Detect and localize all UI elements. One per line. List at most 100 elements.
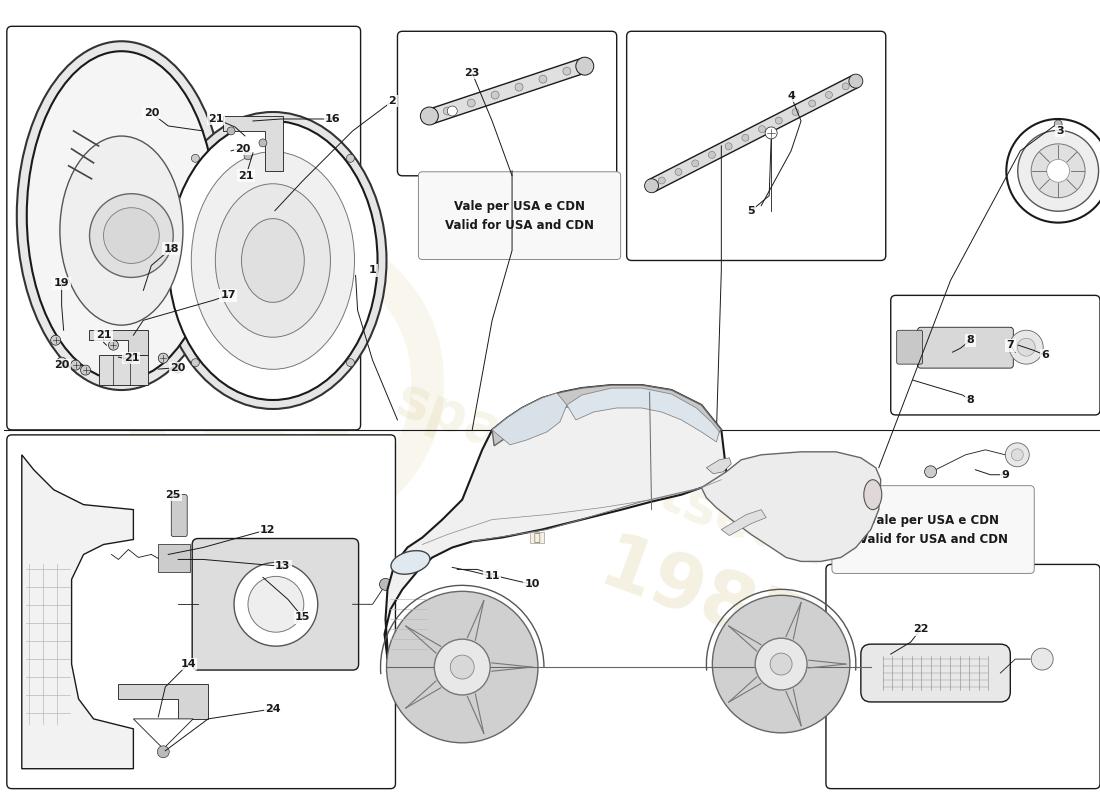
Text: 22: 22 [913,624,928,634]
FancyBboxPatch shape [172,494,187,537]
FancyBboxPatch shape [896,330,923,364]
Circle shape [448,106,458,116]
FancyBboxPatch shape [397,31,617,176]
Circle shape [173,363,184,373]
Text: 5: 5 [747,206,755,216]
Circle shape [692,160,698,167]
Circle shape [468,99,475,107]
Polygon shape [492,385,722,446]
Ellipse shape [191,152,354,370]
Circle shape [57,357,67,367]
Polygon shape [88,330,148,355]
Circle shape [776,117,782,124]
Circle shape [675,169,682,175]
Circle shape [1047,159,1069,182]
Circle shape [741,134,749,142]
Circle shape [825,91,833,98]
Circle shape [346,358,354,366]
Text: 4: 4 [788,91,795,101]
Text: ©: © [60,205,505,635]
Text: 19: 19 [54,278,69,289]
Circle shape [1031,648,1053,670]
Circle shape [158,353,168,363]
FancyBboxPatch shape [891,295,1100,415]
Circle shape [843,83,849,90]
Text: 16: 16 [324,114,341,124]
Circle shape [109,340,119,350]
Text: 8: 8 [967,335,975,346]
FancyBboxPatch shape [99,355,148,385]
Polygon shape [706,458,732,474]
Circle shape [443,107,451,115]
Polygon shape [133,719,194,749]
Text: 8: 8 [967,395,975,405]
Circle shape [515,83,522,91]
FancyBboxPatch shape [7,435,396,789]
Polygon shape [722,510,767,535]
Text: 18: 18 [164,243,179,254]
Polygon shape [223,116,283,171]
Circle shape [808,100,816,107]
Text: 12: 12 [261,525,276,534]
Circle shape [1031,144,1085,198]
Text: 25: 25 [166,490,180,500]
Text: 2: 2 [388,96,396,106]
Circle shape [766,127,777,139]
Ellipse shape [16,42,227,390]
Text: 3: 3 [1056,126,1064,136]
FancyBboxPatch shape [861,644,1010,702]
Text: 20: 20 [235,144,251,154]
FancyBboxPatch shape [917,327,1013,368]
Circle shape [658,177,666,184]
Text: 1: 1 [368,266,376,275]
Circle shape [157,746,169,758]
Text: 20: 20 [170,363,186,373]
Ellipse shape [390,550,430,574]
Ellipse shape [26,51,216,380]
FancyBboxPatch shape [7,26,361,430]
Text: 9: 9 [1001,470,1010,480]
Circle shape [346,154,354,162]
Polygon shape [119,684,208,719]
Circle shape [849,74,862,88]
Circle shape [244,152,252,160]
Circle shape [450,655,474,679]
Text: 23: 23 [464,68,480,78]
Circle shape [1018,130,1099,211]
Circle shape [770,653,792,675]
Circle shape [491,91,499,99]
Circle shape [1006,119,1100,222]
Text: 20: 20 [54,360,69,370]
Circle shape [575,58,594,75]
Circle shape [258,139,267,147]
Circle shape [191,358,199,366]
Text: 🐴: 🐴 [534,533,540,542]
Text: 21: 21 [96,330,111,340]
Circle shape [191,154,199,162]
Circle shape [234,562,318,646]
Polygon shape [702,452,881,562]
Text: sparepartseur..: sparepartseur.. [388,373,856,586]
Text: 21: 21 [239,170,254,181]
Text: 11: 11 [484,571,499,582]
Circle shape [1005,443,1030,466]
FancyBboxPatch shape [158,545,190,572]
Text: 20: 20 [144,108,159,118]
Circle shape [70,360,80,370]
Circle shape [725,142,733,150]
Circle shape [1018,338,1035,356]
Text: 7: 7 [1006,340,1014,350]
Polygon shape [385,385,726,659]
Text: 13: 13 [275,562,290,571]
Polygon shape [649,75,859,192]
Circle shape [103,208,160,263]
Circle shape [386,591,538,742]
FancyBboxPatch shape [192,538,359,670]
Circle shape [80,365,90,375]
Circle shape [434,639,491,695]
Ellipse shape [168,121,377,400]
FancyBboxPatch shape [530,531,543,543]
Text: 10: 10 [525,579,540,590]
Text: 21: 21 [123,353,139,363]
Circle shape [1054,120,1063,128]
